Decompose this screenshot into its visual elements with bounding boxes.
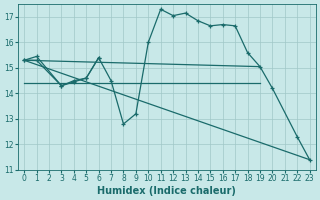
- X-axis label: Humidex (Indice chaleur): Humidex (Indice chaleur): [98, 186, 236, 196]
